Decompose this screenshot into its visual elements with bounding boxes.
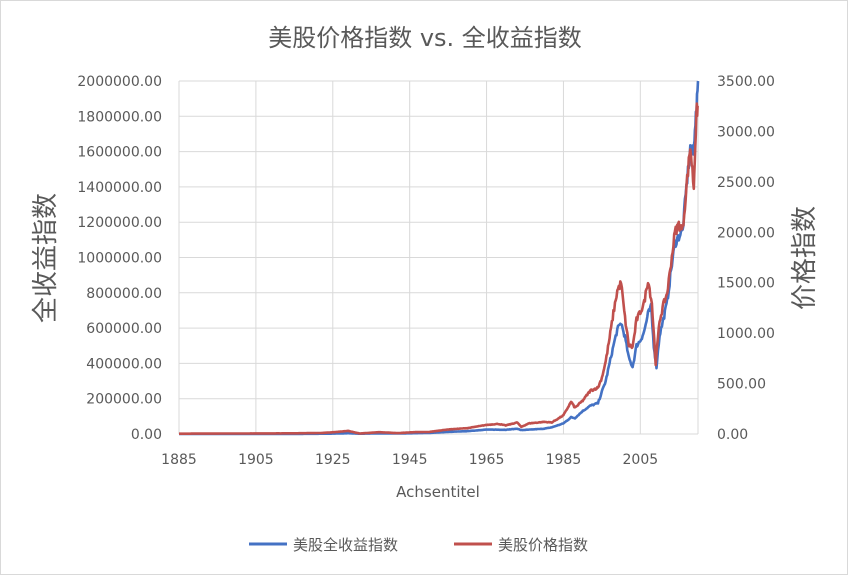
x-tick-label-5: 1985	[546, 452, 582, 468]
x-tick-label-6: 2005	[623, 452, 659, 468]
x-tick-label-1: 1905	[238, 452, 274, 468]
right-tick-label-2: 1000.00	[717, 326, 775, 342]
x-tick-label-3: 1945	[392, 452, 428, 468]
left-axis-title: 全收益指数	[31, 193, 61, 323]
series-lines	[178, 80, 700, 436]
x-axis-ticks: 1885 1905 1925 1945 1965 1985 2005	[161, 452, 658, 468]
right-axis-ticks: 0.00 500.00 1000.00 1500.00 2000.00 2500.00 30…	[717, 74, 775, 443]
legend-label-total-return: 美股全收益指数	[293, 536, 398, 554]
x-tick-label-4: 1965	[469, 452, 505, 468]
right-tick-label-4: 2000.00	[717, 225, 775, 241]
right-tick-label-6: 3000.00	[717, 124, 775, 140]
right-tick-label-0: 0.00	[717, 427, 748, 443]
left-tick-label-6: 1200000.00	[77, 215, 162, 231]
left-tick-label-0: 0.00	[131, 427, 162, 443]
right-tick-label-1: 500.00	[717, 377, 766, 393]
x-tick-label-0: 1885	[161, 452, 197, 468]
right-tick-label-5: 2500.00	[717, 175, 775, 191]
left-tick-label-7: 1400000.00	[77, 180, 162, 196]
left-tick-label-8: 1600000.00	[77, 145, 162, 161]
x-axis-title: Achsentitel	[396, 483, 480, 501]
left-tick-label-4: 800000.00	[86, 286, 162, 302]
left-tick-label-3: 600000.00	[86, 321, 162, 337]
left-tick-label-2: 400000.00	[86, 356, 162, 372]
chart-title: 美股价格指数 vs. 全收益指数	[268, 24, 582, 52]
left-axis-ticks: 0.00 200000.00 400000.00 600000.00 800000.00…	[77, 74, 162, 443]
series-line-1	[178, 102, 699, 436]
right-axis-title: 价格指数	[790, 206, 820, 310]
legend: 美股全收益指数 美股价格指数	[249, 536, 588, 554]
left-tick-label-9: 1800000.00	[77, 109, 162, 125]
x-tick-label-2: 1925	[315, 452, 351, 468]
right-tick-label-7: 3500.00	[717, 74, 775, 90]
left-tick-label-5: 1000000.00	[77, 251, 162, 267]
right-tick-label-3: 1500.00	[717, 276, 775, 292]
left-tick-label-1: 200000.00	[86, 392, 162, 408]
left-tick-label-10: 2000000.00	[77, 74, 162, 90]
legend-label-price: 美股价格指数	[498, 536, 588, 554]
gridlines	[178, 80, 699, 435]
